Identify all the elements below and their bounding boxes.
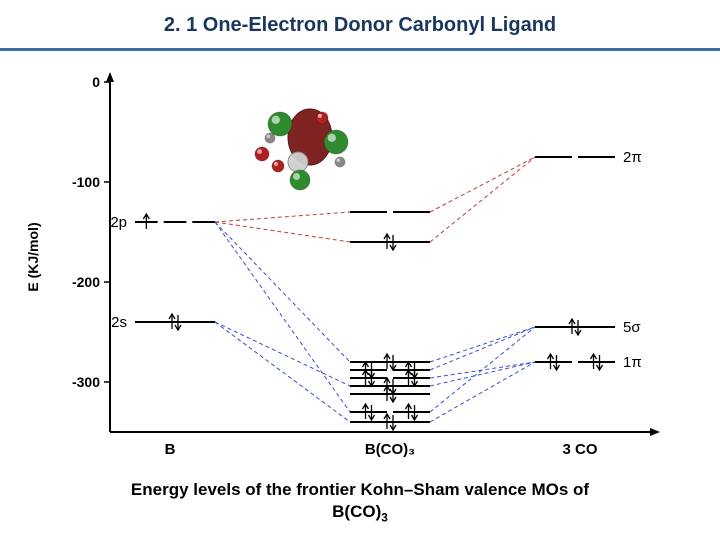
svg-text:B(CO)₃: B(CO)₃ xyxy=(365,441,415,458)
svg-text:5σ: 5σ xyxy=(623,319,641,336)
svg-text:-300: -300 xyxy=(72,374,100,390)
caption-line1: Energy levels of the frontier Kohn–Sham … xyxy=(131,480,589,499)
svg-text:0: 0 xyxy=(92,74,100,90)
caption-sub: 3 xyxy=(381,511,388,525)
svg-text:2s: 2s xyxy=(111,314,127,331)
caption: Energy levels of the frontier Kohn–Sham … xyxy=(0,479,720,526)
svg-text:2p: 2p xyxy=(110,214,127,231)
mo-diagram: 0 -100 -200 -300 E (KJ/mol) B B(CO)₃ 3 CO 2p 2s 2π… xyxy=(0,62,720,462)
svg-text:B: B xyxy=(165,441,176,458)
caption-line2: B(CO) xyxy=(332,502,381,521)
svg-text:1π: 1π xyxy=(623,354,642,371)
svg-text:3 CO: 3 CO xyxy=(562,441,597,458)
svg-text:-200: -200 xyxy=(72,274,100,290)
svg-text:E (KJ/mol): E (KJ/mol) xyxy=(25,222,41,291)
svg-text:-100: -100 xyxy=(72,174,100,190)
title-underline xyxy=(0,48,720,51)
slide-title: 2. 1 One-Electron Donor Carbonyl Ligand xyxy=(0,14,720,37)
svg-text:2π: 2π xyxy=(623,149,642,166)
